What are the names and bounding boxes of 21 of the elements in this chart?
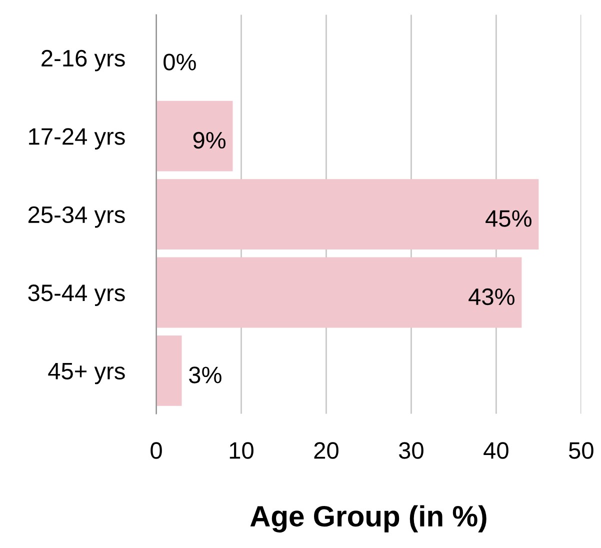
data-label: 43% <box>468 288 514 306</box>
y-tick-label: 25-34 yrs <box>28 206 125 228</box>
y-tick-label: 2-16 yrs <box>42 50 125 72</box>
bar <box>156 336 182 406</box>
y-tick-label: 17-24 yrs <box>29 128 125 150</box>
bar <box>156 257 522 328</box>
x-tick-label: 0 <box>150 442 162 459</box>
x-tick-label: 20 <box>314 442 338 459</box>
y-tick-label: 45+ yrs <box>48 363 125 384</box>
bar <box>156 179 539 250</box>
x-tick-label: 40 <box>484 442 508 459</box>
data-label: 0% <box>164 54 196 70</box>
y-tick-label: 35-44 yrs <box>28 284 125 306</box>
x-axis-title: Age Group (in %) <box>250 505 486 533</box>
bar <box>156 100 233 172</box>
x-tick-label: 10 <box>230 442 254 459</box>
x-tick-label: 50 <box>568 442 594 459</box>
data-label: 9% <box>193 132 226 149</box>
data-label: 3% <box>189 366 222 384</box>
data-label: 45% <box>486 210 532 227</box>
x-tick-label: 30 <box>398 442 424 459</box>
